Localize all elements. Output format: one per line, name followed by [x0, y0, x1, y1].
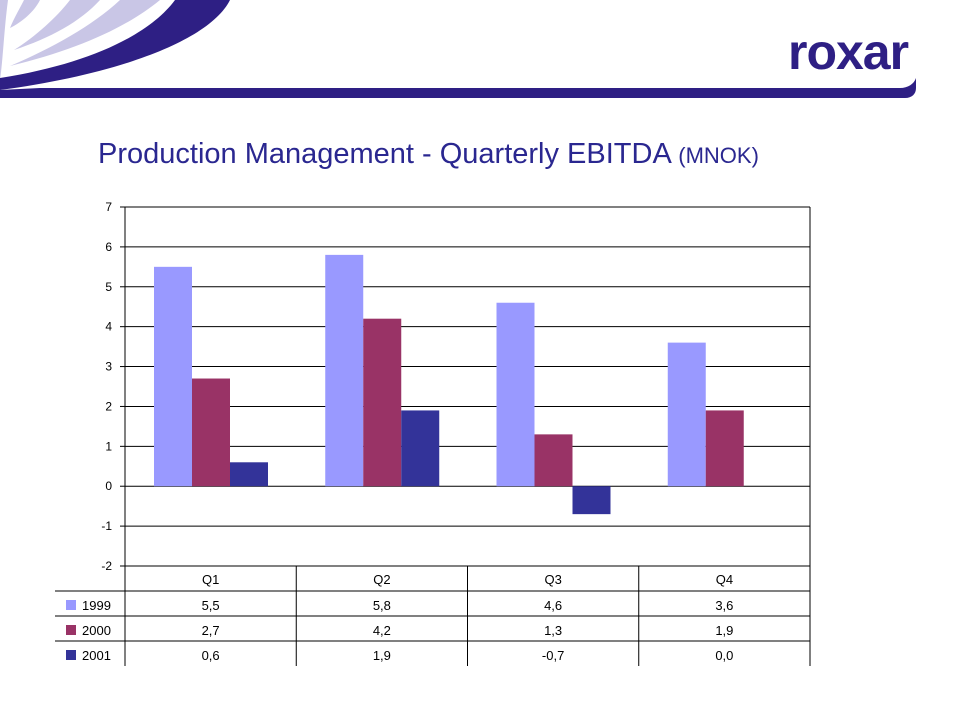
data-label: 5,5	[202, 598, 220, 613]
data-label: 0,0	[715, 648, 733, 663]
bar-1999-Q4	[667, 342, 706, 487]
data-label: 3,6	[715, 598, 733, 613]
chart-bars	[154, 254, 744, 515]
y-tick-label: 7	[105, 200, 112, 214]
bar-2000-Q2	[363, 318, 402, 487]
legend-label-1999: 1999	[82, 598, 111, 613]
slide-title-text: Production Management - Quarterly EBITDA	[98, 138, 671, 170]
y-tick-label: 3	[105, 360, 112, 374]
slide-title: Production Management - Quarterly EBITDA…	[98, 136, 759, 174]
data-label: 4,6	[544, 598, 562, 613]
y-tick-label: -1	[101, 519, 112, 533]
data-label: 5,8	[373, 598, 391, 613]
bar-2001-Q2	[401, 410, 440, 487]
category-label: Q2	[373, 572, 390, 587]
data-label: 1,3	[544, 623, 562, 638]
data-label: 2,7	[202, 623, 220, 638]
y-tick-label: 1	[105, 439, 112, 453]
data-label: 0,6	[202, 648, 220, 663]
y-tick-label: 6	[105, 240, 112, 254]
legend-swatch-2000	[66, 625, 76, 635]
legend-label-2000: 2000	[82, 623, 111, 638]
legend-swatch-2001	[66, 650, 76, 660]
bar-1999-Q1	[154, 266, 192, 487]
y-tick-label: 5	[105, 280, 112, 294]
y-tick-label: 2	[105, 399, 112, 413]
data-label: 1,9	[373, 648, 391, 663]
y-axis: -2 -1 0 1 2 3 4 5 6 7	[101, 200, 126, 573]
bar-1999-Q2	[325, 254, 364, 487]
y-tick-label: 0	[105, 479, 112, 493]
bar-2001-Q3	[572, 486, 611, 515]
roxar-logo: roxar	[788, 24, 909, 80]
bar-1999-Q3	[496, 302, 535, 487]
legend-label-2001: 2001	[82, 648, 111, 663]
y-tick-label: 4	[105, 320, 112, 334]
data-label: -0,7	[542, 648, 564, 663]
bar-2000-Q4	[705, 410, 744, 487]
data-label: 4,2	[373, 623, 391, 638]
y-tick-label: -2	[101, 559, 112, 573]
slide-title-unit: (MNOK)	[678, 143, 759, 168]
data-label: 1,9	[715, 623, 733, 638]
bar-2000-Q3	[534, 434, 573, 487]
data-table: Q1 Q2 Q3 Q4 1999 5,5 5,8 4,6 3,6 2000 2,7 4,2 1,3 1,9…	[55, 207, 811, 666]
header-swoosh-decoration	[0, 0, 916, 98]
category-label: Q3	[544, 572, 561, 587]
bar-2001-Q1	[230, 462, 268, 487]
legend-swatch-1999	[66, 600, 76, 610]
category-label: Q4	[716, 572, 733, 587]
category-label: Q1	[202, 572, 219, 587]
bar-2000-Q1	[192, 378, 230, 487]
